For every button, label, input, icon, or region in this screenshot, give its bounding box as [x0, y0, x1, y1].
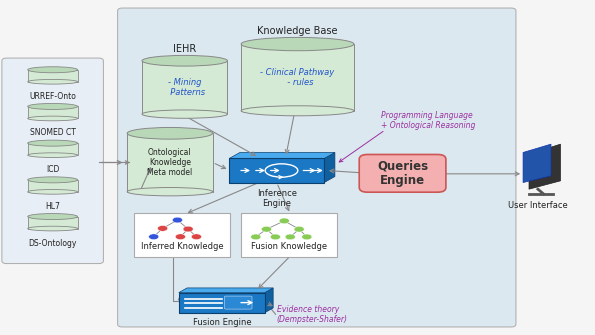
Bar	[28, 107, 77, 119]
Circle shape	[302, 234, 312, 240]
Text: Fusion Knowledge: Fusion Knowledge	[251, 242, 327, 251]
Text: IEHR: IEHR	[173, 44, 196, 54]
Circle shape	[279, 218, 289, 224]
Polygon shape	[265, 288, 273, 313]
Ellipse shape	[142, 110, 227, 118]
Bar	[142, 61, 227, 114]
Polygon shape	[229, 152, 335, 158]
Text: User Interface: User Interface	[508, 201, 568, 210]
Ellipse shape	[28, 190, 77, 194]
Polygon shape	[178, 288, 273, 292]
Ellipse shape	[28, 226, 77, 231]
Text: Inference
Engine: Inference Engine	[256, 189, 297, 208]
Circle shape	[294, 226, 304, 232]
Circle shape	[285, 234, 295, 240]
FancyBboxPatch shape	[229, 158, 324, 183]
Ellipse shape	[241, 106, 354, 116]
Circle shape	[183, 226, 193, 232]
Bar	[28, 143, 77, 155]
Circle shape	[173, 217, 183, 223]
Circle shape	[270, 234, 280, 240]
Ellipse shape	[28, 79, 77, 84]
FancyBboxPatch shape	[359, 154, 446, 192]
Circle shape	[176, 234, 186, 240]
Text: Knowledge Base: Knowledge Base	[257, 26, 338, 36]
Polygon shape	[324, 152, 335, 183]
Polygon shape	[523, 144, 551, 183]
Ellipse shape	[28, 153, 77, 157]
Bar	[127, 133, 212, 192]
Ellipse shape	[127, 127, 212, 139]
Bar	[28, 216, 77, 228]
Text: ICD: ICD	[46, 165, 60, 174]
Text: - Mining
  Patterns: - Mining Patterns	[165, 78, 205, 97]
Ellipse shape	[28, 140, 77, 146]
Ellipse shape	[142, 55, 227, 66]
Text: Evidence theory
(Dempster-Shafer): Evidence theory (Dempster-Shafer)	[277, 305, 347, 324]
Circle shape	[250, 234, 261, 240]
Ellipse shape	[28, 67, 77, 73]
Bar	[241, 44, 354, 111]
Text: Inferred Knowledge: Inferred Knowledge	[141, 242, 223, 251]
Circle shape	[158, 225, 168, 231]
Ellipse shape	[28, 177, 77, 183]
Ellipse shape	[127, 188, 212, 196]
Text: Ontological
Knowledge
Meta model: Ontological Knowledge Meta model	[147, 148, 193, 178]
Text: URREF-Onto: URREF-Onto	[29, 92, 76, 101]
Text: HL7: HL7	[45, 202, 60, 211]
FancyBboxPatch shape	[224, 296, 252, 309]
Ellipse shape	[28, 213, 77, 219]
Circle shape	[149, 234, 159, 240]
Text: SNOMED CT: SNOMED CT	[30, 128, 76, 137]
Ellipse shape	[28, 104, 77, 110]
Text: Queries
Engine: Queries Engine	[377, 159, 428, 187]
FancyBboxPatch shape	[2, 58, 104, 264]
Text: Fusion Engine: Fusion Engine	[193, 318, 251, 327]
Polygon shape	[529, 144, 560, 189]
Circle shape	[192, 234, 202, 240]
Bar	[28, 70, 77, 82]
Circle shape	[261, 226, 271, 232]
Text: - Clinical Pathway
  - rules: - Clinical Pathway - rules	[261, 68, 334, 87]
Text: Programming Language
+ Ontological Reasoning: Programming Language + Ontological Reaso…	[381, 111, 475, 131]
FancyBboxPatch shape	[118, 8, 516, 327]
FancyBboxPatch shape	[134, 213, 230, 257]
Ellipse shape	[241, 38, 354, 51]
FancyBboxPatch shape	[178, 292, 265, 313]
Text: DS-Ontology: DS-Ontology	[29, 239, 77, 248]
FancyBboxPatch shape	[241, 213, 337, 257]
Bar	[28, 180, 77, 192]
Ellipse shape	[28, 116, 77, 121]
